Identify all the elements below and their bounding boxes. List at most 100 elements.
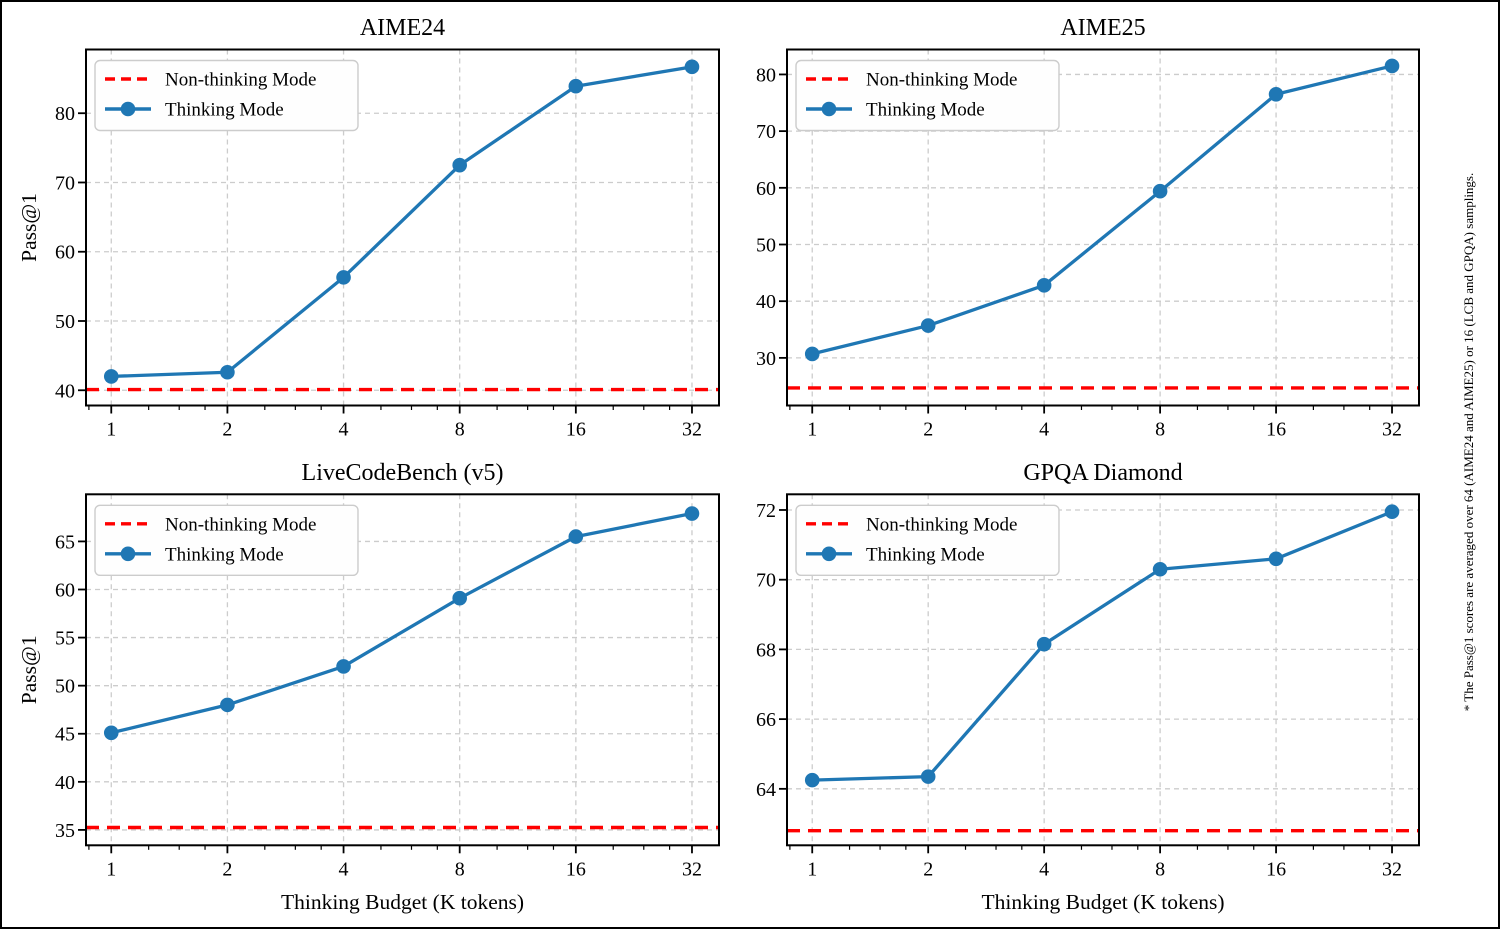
- legend-thinking-marker: [120, 546, 136, 562]
- y-tick-label: 35: [55, 820, 75, 842]
- thinking-marker: [452, 590, 467, 606]
- legend-non-thinking-label: Non-thinking Mode: [866, 514, 1017, 535]
- legend-non-thinking-label: Non-thinking Mode: [165, 70, 316, 91]
- x-tick-label: 2: [923, 858, 933, 880]
- y-tick-label: 64: [756, 779, 776, 801]
- chart-title: AIME25: [1060, 15, 1145, 41]
- y-tick-label: 60: [55, 580, 75, 602]
- subplot-gpqa-diamond: 1 2 4 8 16 32 64 66 68 70 72 GPQA Diamond Thinking…: [756, 460, 1420, 914]
- thinking-marker: [804, 346, 820, 362]
- legend: Non-thinking Mode Thinking Mode: [795, 504, 1060, 576]
- legend-box: [94, 59, 359, 132]
- legend-thinking-label: Thinking Mode: [866, 544, 985, 565]
- x-tick-label: 8: [1155, 858, 1165, 880]
- subplot-aime25: 1 2 4 8 16 32 30 40 50 60 70 80 AIME25 Non-thinking…: [756, 15, 1420, 441]
- thinking-marker: [1268, 551, 1284, 567]
- chart-title: GPQA Diamond: [1023, 460, 1182, 486]
- thinking-marker: [1268, 86, 1284, 102]
- thinking-line: [812, 510, 1393, 782]
- thinking-marker: [920, 769, 936, 784]
- plot-frame: [85, 48, 720, 407]
- thinking-marker: [684, 506, 700, 521]
- thinking-marker: [336, 659, 351, 674]
- plot-area-gpqa-diamond: 1 2 4 8 16 32 64 66 68 70 72: [756, 493, 1420, 880]
- thinking-marker: [684, 59, 700, 75]
- x-tick-label: 8: [455, 419, 465, 441]
- legend-thinking-marker: [120, 101, 136, 117]
- thinking-marker: [336, 270, 351, 285]
- subplot-aime24: 1 2 4 8 16 32 40 50 60 70 80 AIME24 Pass@1 Non-thi…: [17, 15, 720, 441]
- y-tick-label: 50: [756, 235, 776, 257]
- plot-frame: [786, 48, 1420, 407]
- thinking-marker: [1152, 183, 1168, 199]
- legend-thinking-label: Thinking Mode: [165, 544, 284, 565]
- thinking-marker: [1384, 58, 1400, 74]
- y-tick-label: 40: [756, 291, 776, 313]
- thinking-marker: [568, 78, 584, 94]
- thinking-marker: [568, 529, 584, 544]
- x-tick-label: 16: [566, 419, 586, 441]
- legend-non-thinking-label: Non-thinking Mode: [866, 70, 1017, 91]
- x-tick-label: 16: [1266, 419, 1286, 441]
- y-axis-label: Pass@1: [17, 635, 41, 704]
- x-tick-label: 1: [807, 858, 817, 880]
- y-tick-label: 72: [756, 500, 776, 522]
- y-tick-label: 50: [55, 311, 75, 333]
- y-tick-label: 60: [756, 178, 776, 200]
- y-tick-label: 60: [55, 242, 75, 264]
- legend-box: [795, 504, 1060, 576]
- y-tick-label: 80: [55, 103, 75, 125]
- x-tick-label: 2: [923, 419, 933, 441]
- x-tick-label: 32: [1382, 858, 1402, 880]
- y-tick-label: 30: [756, 348, 776, 370]
- legend-thinking-label: Thinking Mode: [866, 100, 985, 121]
- legend-non-thinking-label: Non-thinking Mode: [165, 514, 316, 535]
- legend-thinking-marker: [821, 101, 837, 117]
- x-tick-label: 2: [222, 858, 232, 880]
- y-tick-label: 70: [55, 172, 75, 194]
- thinking-marker: [220, 364, 235, 380]
- x-tick-label: 16: [1266, 858, 1286, 880]
- x-tick-label: 32: [682, 858, 702, 880]
- thinking-marker: [103, 725, 119, 741]
- plot-area-aime25: 1 2 4 8 16 32 30 40 50 60 70 80: [756, 48, 1420, 441]
- x-tick-label: 1: [106, 858, 116, 880]
- y-tick-label: 80: [756, 64, 776, 86]
- thinking-marker: [1384, 504, 1400, 520]
- x-tick-label: 2: [222, 419, 232, 441]
- y-tick-label: 66: [756, 709, 776, 731]
- y-tick-label: 45: [55, 724, 75, 746]
- x-tick-label: 1: [106, 419, 116, 441]
- thinking-marker: [452, 157, 467, 173]
- y-tick-label: 55: [55, 628, 75, 650]
- x-tick-label: 1: [807, 419, 817, 441]
- x-tick-label: 4: [339, 419, 349, 441]
- thinking-marker: [220, 697, 235, 713]
- legend-thinking-label: Thinking Mode: [165, 100, 284, 121]
- thinking-marker: [1036, 636, 1052, 652]
- legend: Non-thinking Mode Thinking Mode: [94, 59, 359, 132]
- x-tick-label: 8: [1155, 419, 1165, 441]
- legend-thinking-marker: [821, 546, 837, 562]
- thinking-line: [111, 65, 693, 379]
- y-tick-label: 68: [756, 639, 776, 661]
- y-tick-label: 40: [55, 380, 75, 402]
- x-tick-label: 32: [682, 419, 702, 441]
- y-tick-label: 50: [55, 676, 75, 698]
- thinking-line: [811, 64, 1393, 356]
- plot-area-aime24: 1 2 4 8 16 32 40 50 60 70 80: [55, 48, 720, 441]
- x-axis-label: Thinking Budget (K tokens): [281, 890, 524, 914]
- legend-box: [795, 59, 1060, 132]
- figure-footnote: * The Pass@1 scores are averaged over 64…: [1461, 172, 1476, 712]
- y-tick-label: 40: [55, 772, 75, 794]
- x-tick-label: 16: [566, 858, 586, 880]
- x-axis-label: Thinking Budget (K tokens): [981, 890, 1224, 914]
- subplot-livecodebench: 1 2 4 8 16 32 35 40 45 50 55 60 65 LiveCodeBench (v5…: [17, 460, 720, 914]
- x-tick-label: 4: [1039, 858, 1049, 880]
- legend: Non-thinking Mode Thinking Mode: [795, 59, 1060, 132]
- x-tick-label: 4: [339, 858, 349, 880]
- thinking-marker: [103, 369, 119, 384]
- x-tick-label: 32: [1382, 419, 1402, 441]
- plot-frame: [85, 493, 720, 847]
